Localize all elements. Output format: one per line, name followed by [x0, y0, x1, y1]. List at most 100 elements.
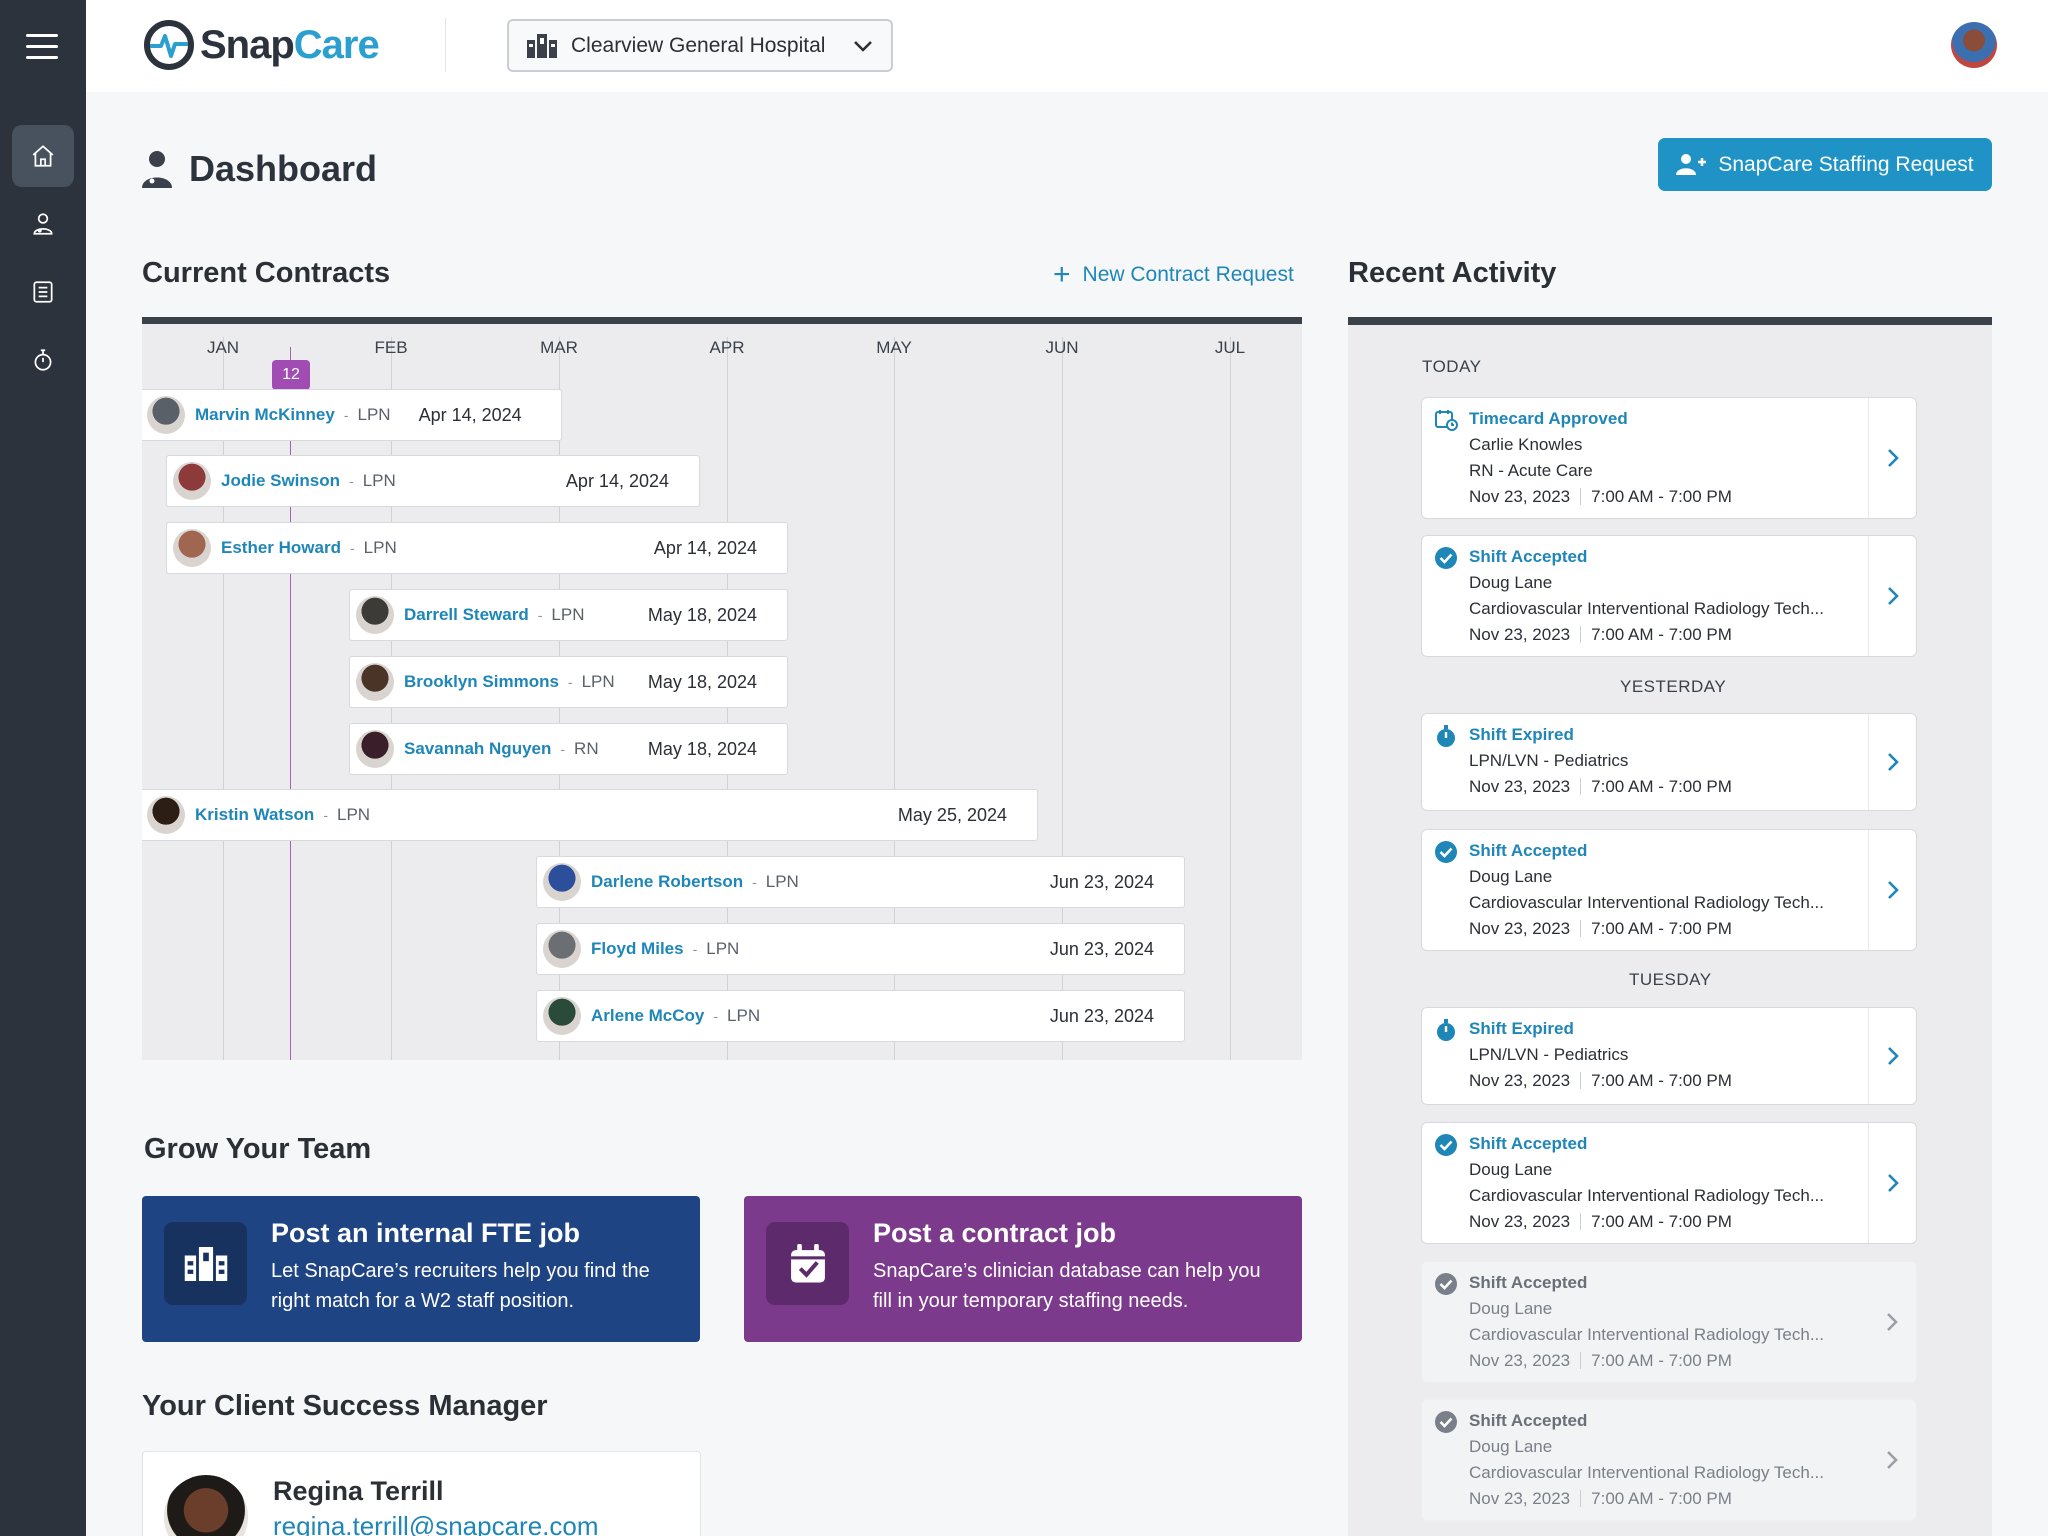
contract-row[interactable]: Kristin Watson - LPN May 25, 2024 — [142, 789, 1038, 841]
csm-avatar — [164, 1475, 248, 1536]
logo-care-text: Care — [293, 22, 380, 67]
snapcare-logo[interactable]: SnapCare — [142, 18, 380, 72]
chevron-right-icon[interactable] — [1868, 714, 1916, 810]
datetime-divider — [1580, 1072, 1582, 1089]
clinician-name[interactable]: Esther Howard — [221, 538, 341, 557]
activity-card[interactable]: Shift Accepted Doug Lane Cardiovascular In… — [1421, 535, 1917, 657]
activity-card[interactable]: Shift Expired LPN/LVN - Pediatrics Nov 23,… — [1421, 713, 1917, 811]
clinician-avatar — [356, 730, 394, 768]
activity-datetime: Nov 23, 2023 7:00 AM - 7:00 PM — [1469, 1071, 1732, 1091]
csm-heading: Your Client Success Manager — [142, 1390, 548, 1422]
month-gridline — [894, 337, 895, 1060]
clinician-role: LPN — [357, 405, 391, 424]
datetime-divider — [1580, 1490, 1582, 1507]
contracts-timeline: JAN FEB MAR APR MAY JUN JUL 12 Marvin McKinney - L… — [142, 317, 1302, 1060]
home-icon — [32, 145, 54, 167]
contract-row[interactable]: Darrell Steward - LPN May 18, 2024 — [349, 589, 788, 641]
clinician-name[interactable]: Brooklyn Simmons — [404, 672, 559, 691]
separator-dash: - — [713, 1008, 719, 1024]
contract-card-title: Post a contract job — [873, 1218, 1117, 1248]
activity-datetime: Nov 23, 2023 7:00 AM - 7:00 PM — [1469, 777, 1732, 797]
chevron-right-icon[interactable] — [1868, 1262, 1916, 1382]
activity-title: Shift Accepted — [1469, 1411, 1588, 1430]
hamburger-menu-icon[interactable] — [26, 34, 58, 60]
month-label: MAR — [540, 338, 578, 357]
month-label: JAN — [206, 338, 240, 357]
clinician-name[interactable]: Marvin McKinney — [195, 405, 335, 424]
page-title-block: Dashboard — [141, 148, 377, 190]
top-header: SnapCare Clearview General Hospital — [86, 0, 2048, 92]
chevron-right-icon[interactable] — [1868, 1400, 1916, 1520]
activity-detail: Doug Lane — [1469, 1160, 1553, 1179]
activity-card[interactable]: Timecard Approved Carlie Knowles RN - Acut… — [1421, 397, 1917, 519]
activity-card[interactable]: Shift Accepted Doug Lane Cardiovascular In… — [1421, 1122, 1917, 1244]
sidebar-item-shifts[interactable] — [12, 329, 74, 391]
activity-datetime: Nov 23, 2023 7:00 AM - 7:00 PM — [1469, 1212, 1732, 1232]
datetime-divider — [1580, 1213, 1582, 1230]
activity-detail: Doug Lane — [1469, 1299, 1553, 1318]
csm-email-link[interactable]: regina.terrill@snapcare.com — [273, 1511, 599, 1536]
month-gridline — [223, 337, 224, 1060]
datetime-divider — [1580, 626, 1582, 643]
user-avatar[interactable] — [1951, 22, 1997, 68]
activity-date: Nov 23, 2023 — [1469, 777, 1571, 796]
clinician-role: LPN — [706, 939, 740, 958]
activity-time: 7:00 AM - 7:00 PM — [1591, 1489, 1732, 1508]
activity-card[interactable]: Shift Accepted Doug Lane Cardiovascular In… — [1421, 1261, 1917, 1383]
today-marker-badge: 12 — [272, 360, 310, 390]
chevron-right-icon[interactable] — [1868, 536, 1916, 656]
activity-detail: Cardiovascular Interventional Radiology … — [1469, 599, 1824, 618]
activity-card[interactable]: Shift Expired LPN/LVN - Pediatrics Nov 23,… — [1421, 1007, 1917, 1105]
activity-detail: Cardiovascular Interventional Radiology … — [1469, 1186, 1824, 1205]
clinician-name[interactable]: Darlene Robertson — [591, 872, 744, 891]
chevron-right-icon[interactable] — [1868, 1123, 1916, 1243]
contract-end-date: Jun 23, 2024 — [1049, 938, 1154, 959]
datetime-divider — [1580, 920, 1582, 937]
separator-dash: - — [752, 874, 757, 890]
activity-detail: Doug Lane — [1469, 1437, 1553, 1456]
sidebar-item-home[interactable] — [12, 125, 74, 187]
post-fte-job-card[interactable]: Post an internal FTE job Let SnapCare’s … — [142, 1196, 700, 1342]
chevron-right-icon[interactable] — [1868, 830, 1916, 950]
contract-end-date: Apr 14, 2024 — [653, 537, 757, 558]
clinician-name[interactable]: Arlene McCoy — [591, 1006, 705, 1025]
clinician-avatar — [173, 529, 211, 567]
fte-card-description: Let SnapCare’s recruiters help you find … — [271, 1260, 650, 1312]
staffing-request-label: SnapCare Staffing Request — [1718, 152, 1974, 176]
new-contract-request-link[interactable]: + New Contract Request — [1053, 260, 1294, 290]
clinician-name[interactable]: Floyd Miles — [591, 939, 684, 958]
activity-card[interactable]: Shift Accepted Doug Lane Cardiovascular In… — [1421, 1399, 1917, 1521]
clinician-name[interactable]: Kristin Watson — [195, 805, 315, 824]
staffing-request-button[interactable]: SnapCare Staffing Request — [1658, 138, 1992, 191]
contract-row[interactable]: Jodie Swinson - LPN Apr 14, 2024 — [166, 455, 700, 507]
hospital-select[interactable]: Clearview General Hospital — [507, 19, 893, 72]
separator-dash: - — [567, 674, 573, 690]
activity-detail: Carlie Knowles — [1469, 435, 1583, 454]
contract-row[interactable]: Savannah Nguyen - RN May 18, 2024 — [349, 723, 788, 775]
clinician-name[interactable]: Jodie Swinson — [221, 471, 341, 490]
contract-row[interactable]: Darlene Robertson - LPN Jun 23, 2024 — [536, 856, 1185, 908]
contract-row[interactable]: Marvin McKinney - LPN Apr 14, 2024 — [142, 389, 562, 441]
chevron-right-icon[interactable] — [1868, 1008, 1916, 1104]
header-divider — [445, 18, 446, 72]
activity-date: Nov 23, 2023 — [1469, 1071, 1571, 1090]
clinician-avatar — [543, 997, 581, 1035]
activity-card[interactable]: Shift Accepted Doug Lane Cardiovascular In… — [1421, 829, 1917, 951]
clinician-avatar — [543, 930, 581, 968]
sidebar-item-clinicians[interactable] — [12, 193, 74, 255]
chevron-right-icon[interactable] — [1868, 398, 1916, 518]
sidebar-item-timecards[interactable] — [12, 261, 74, 323]
contract-row[interactable]: Arlene McCoy - LPN Jun 23, 2024 — [536, 990, 1185, 1042]
clinician-name[interactable]: Darrell Steward — [404, 605, 529, 624]
contract-row[interactable]: Floyd Miles - LPN Jun 23, 2024 — [536, 923, 1185, 975]
contract-row[interactable]: Esther Howard - LPN Apr 14, 2024 — [166, 522, 788, 574]
activity-title: Shift Accepted — [1469, 1134, 1588, 1153]
post-contract-job-card[interactable]: Post a contract job SnapCare’s clinician… — [744, 1196, 1302, 1342]
stopwatch-icon — [34, 349, 52, 371]
activity-detail: Cardiovascular Interventional Radiology … — [1469, 893, 1824, 912]
clinician-icon — [33, 213, 53, 235]
contract-row[interactable]: Brooklyn Simmons - LPN May 18, 2024 — [349, 656, 788, 708]
clinician-name[interactable]: Savannah Nguyen — [404, 739, 552, 758]
activity-time: 7:00 AM - 7:00 PM — [1591, 777, 1732, 796]
check-circle-icon — [1435, 1134, 1457, 1156]
